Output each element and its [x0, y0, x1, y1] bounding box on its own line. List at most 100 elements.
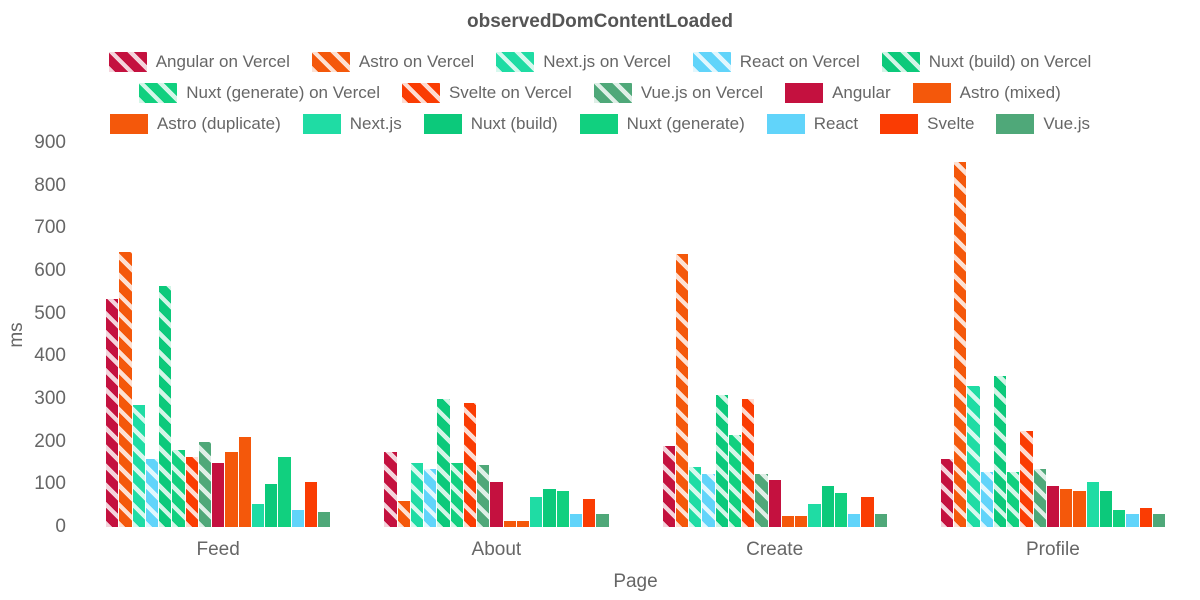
- bar: [742, 399, 755, 527]
- bar: [463, 403, 476, 527]
- y-tick-label: 400: [34, 345, 66, 367]
- bar: [397, 501, 410, 527]
- legend-swatch-icon: [912, 82, 951, 103]
- bar: [291, 509, 304, 527]
- bar: [781, 516, 794, 527]
- legend-row: Angular on Vercel Astro on Vercel Next.js …: [108, 51, 1092, 72]
- legend-label: Astro (duplicate): [156, 114, 281, 133]
- bar: [755, 473, 768, 527]
- bar: [450, 463, 463, 527]
- chart-title: observedDomContentLoaded: [466, 11, 734, 32]
- y-tick-label: 300: [34, 388, 66, 410]
- x-tick-label: Feed: [196, 539, 240, 560]
- legend-swatch-icon: [692, 51, 731, 72]
- bar: [808, 503, 821, 527]
- bar: [1126, 514, 1139, 527]
- bar: [132, 405, 145, 527]
- bar: [1046, 486, 1059, 527]
- bar: [1086, 482, 1099, 527]
- bar: [424, 469, 437, 527]
- x-axis-title: Page: [613, 571, 658, 592]
- bar: [1060, 488, 1073, 527]
- y-tick-label: 100: [34, 473, 66, 495]
- bar: [569, 514, 582, 527]
- bar: [583, 499, 596, 527]
- bar: [1033, 469, 1046, 527]
- bar-group-create: [636, 143, 914, 527]
- bar: [715, 394, 728, 527]
- bar: [145, 458, 158, 527]
- x-tick-label: Create: [746, 539, 804, 560]
- legend-swatch-icon: [579, 113, 618, 134]
- y-tick-label: 800: [34, 174, 66, 196]
- bar: [596, 514, 609, 527]
- legend-item[interactable]: Svelte on Vercel: [401, 82, 572, 103]
- legend-swatch-icon: [785, 82, 824, 103]
- legend-row: Astro (duplicate) Next.js Nuxt (build) Nuxt…: [109, 113, 1090, 134]
- legend-label: Svelte on Vercel: [448, 83, 572, 102]
- bar: [1113, 509, 1126, 527]
- bar: [1099, 490, 1112, 527]
- legend-swatch-icon: [881, 51, 920, 72]
- legend-swatch-icon: [423, 113, 462, 134]
- bar: [768, 480, 781, 527]
- legend-label: Astro on Vercel: [358, 52, 475, 71]
- legend-item[interactable]: Astro on Vercel: [311, 51, 475, 72]
- bar: [967, 386, 980, 527]
- bar: [954, 162, 967, 527]
- bar: [662, 445, 675, 527]
- legend-item[interactable]: Nuxt (build): [423, 113, 558, 134]
- legend-item[interactable]: Vue.js: [996, 113, 1090, 134]
- bar: [675, 253, 688, 527]
- legend-label: Next.js: [349, 114, 402, 133]
- bar: [477, 465, 490, 527]
- bar: [516, 520, 529, 527]
- legend-item[interactable]: Next.js: [302, 113, 402, 134]
- legend-swatch-icon: [766, 113, 805, 134]
- bar: [993, 375, 1006, 527]
- bar: [530, 497, 543, 527]
- legend-item[interactable]: Svelte: [880, 113, 974, 134]
- y-tick-label: 500: [34, 302, 66, 324]
- bar: [702, 473, 715, 527]
- bar: [1073, 490, 1086, 527]
- y-tick-label: 700: [34, 217, 66, 239]
- plot-area: [79, 143, 1192, 527]
- legend-item[interactable]: Nuxt (build) on Vercel: [881, 51, 1092, 72]
- bar: [278, 456, 291, 527]
- bar: [410, 463, 423, 527]
- legend-label: Svelte: [927, 114, 975, 133]
- legend-item[interactable]: Astro (mixed): [912, 82, 1061, 103]
- bar: [848, 514, 861, 527]
- legend-item[interactable]: Nuxt (generate) on Vercel: [139, 82, 380, 103]
- legend-item[interactable]: Next.js on Vercel: [496, 51, 671, 72]
- x-tick-label: About: [471, 539, 522, 560]
- legend-item[interactable]: React: [766, 113, 858, 134]
- bar: [437, 399, 450, 527]
- legend-item[interactable]: Vue.js on Vercel: [593, 82, 763, 103]
- legend-label: Nuxt (build) on Vercel: [928, 52, 1092, 71]
- legend-swatch-icon: [302, 113, 341, 134]
- legend-swatch-icon: [109, 113, 148, 134]
- x-tick-label: Profile: [1025, 539, 1080, 560]
- bar: [556, 490, 569, 527]
- bar: [1007, 471, 1020, 527]
- legend-swatch-icon: [880, 113, 919, 134]
- bar: [265, 484, 278, 527]
- legend-item[interactable]: Nuxt (generate): [579, 113, 745, 134]
- legend-item[interactable]: React on Vercel: [692, 51, 860, 72]
- bar: [304, 482, 317, 527]
- bar: [251, 503, 264, 527]
- legend-item[interactable]: Angular on Vercel: [108, 51, 290, 72]
- legend-item[interactable]: Angular: [785, 82, 891, 103]
- y-axis-ticks: 0 100 200 300 400 500 600 700 800 900: [0, 133, 66, 537]
- y-tick-label: 900: [34, 132, 66, 153]
- legend-item[interactable]: Astro (duplicate): [109, 113, 281, 134]
- bar: [185, 456, 198, 527]
- legend-label: Angular: [832, 83, 891, 102]
- bar: [384, 452, 397, 527]
- x-axis-ticks: Feed About Create Profile: [79, 539, 1192, 561]
- y-tick-label: 600: [34, 260, 66, 282]
- legend-swatch-icon: [996, 113, 1035, 134]
- legend-swatch-icon: [593, 82, 632, 103]
